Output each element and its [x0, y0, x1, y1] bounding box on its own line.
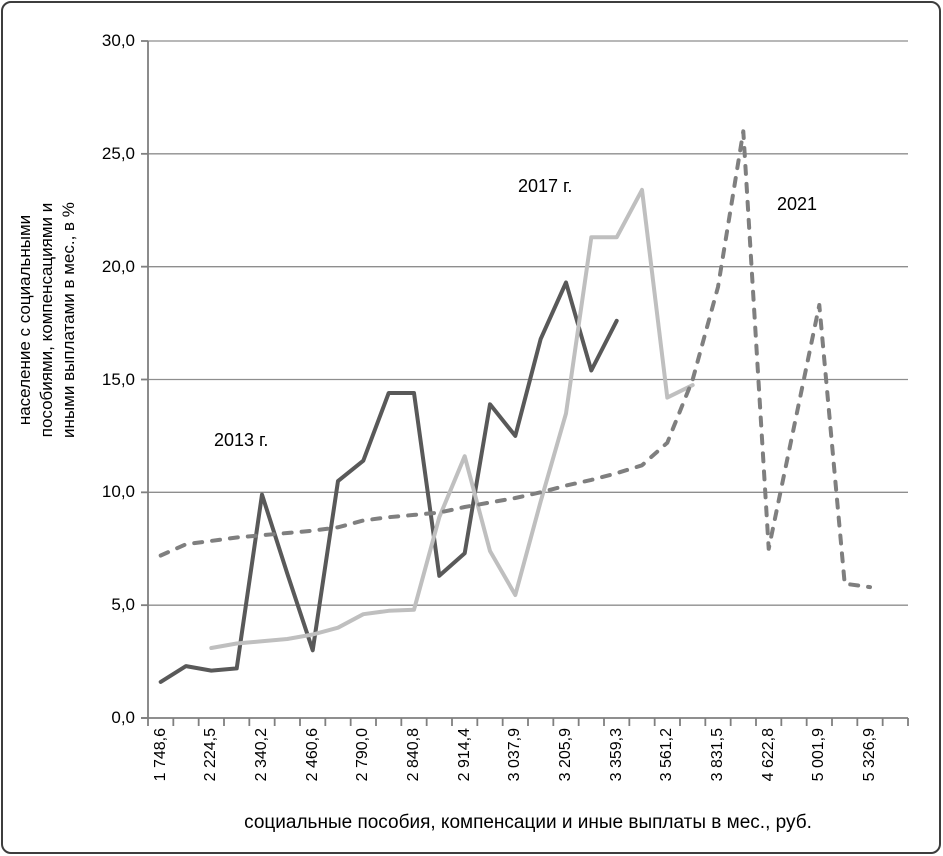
series-label-2021: 2021 — [777, 194, 818, 214]
series-label-2017: 2017 г. — [518, 176, 573, 196]
x-tick-label: 5 326,9 — [861, 728, 878, 782]
x-tick-label: 5 001,9 — [810, 728, 828, 782]
x-tick-label: 2 914,4 — [455, 728, 473, 782]
y-tick-label: 5,0 — [111, 595, 135, 615]
x-tick-label: 2 790,0 — [354, 728, 372, 782]
y-axis-title-line: население с социальными — [15, 214, 34, 426]
x-tick-label: 1 748,6 — [151, 728, 169, 782]
series-label-2013: 2013 г. — [214, 430, 269, 450]
y-axis-title-line: пособиями, компенсациями и — [37, 202, 56, 438]
y-tick-label: 30,0 — [101, 31, 135, 50]
x-tick-label: 2 340,2 — [253, 728, 270, 782]
x-tick-label: 3 561,2 — [658, 728, 676, 782]
x-axis-title: социальные пособия, компенсации и иные в… — [244, 812, 812, 833]
x-tick-label: 2 460,6 — [303, 728, 321, 782]
series-line-2013 — [158, 280, 619, 684]
y-tick-label: 15,0 — [101, 369, 135, 389]
y-tick-label: 20,0 — [101, 256, 135, 276]
series-line-2021 — [158, 129, 872, 590]
x-tick-label: 3 831,5 — [709, 728, 726, 782]
x-tick-label: 3 037,9 — [506, 728, 524, 782]
y-tick-label: 25,0 — [101, 143, 135, 163]
y-tick-label: 10,0 — [101, 482, 135, 502]
x-tick-label: 3 205,9 — [557, 728, 574, 782]
y-axis-title: население с социальными пособиями, компен… — [14, 0, 80, 660]
x-tick-label: 2 224,5 — [202, 728, 220, 782]
x-tick-label: 2 840,8 — [405, 728, 422, 782]
x-tick-label: 4 622,8 — [759, 728, 777, 782]
x-tick-label: 3 359,3 — [607, 728, 625, 782]
y-axis-title-line: иными выплатами в мес., в % — [59, 202, 78, 438]
y-tick-label: 0,0 — [111, 708, 135, 727]
series-line-2017 — [209, 187, 695, 650]
